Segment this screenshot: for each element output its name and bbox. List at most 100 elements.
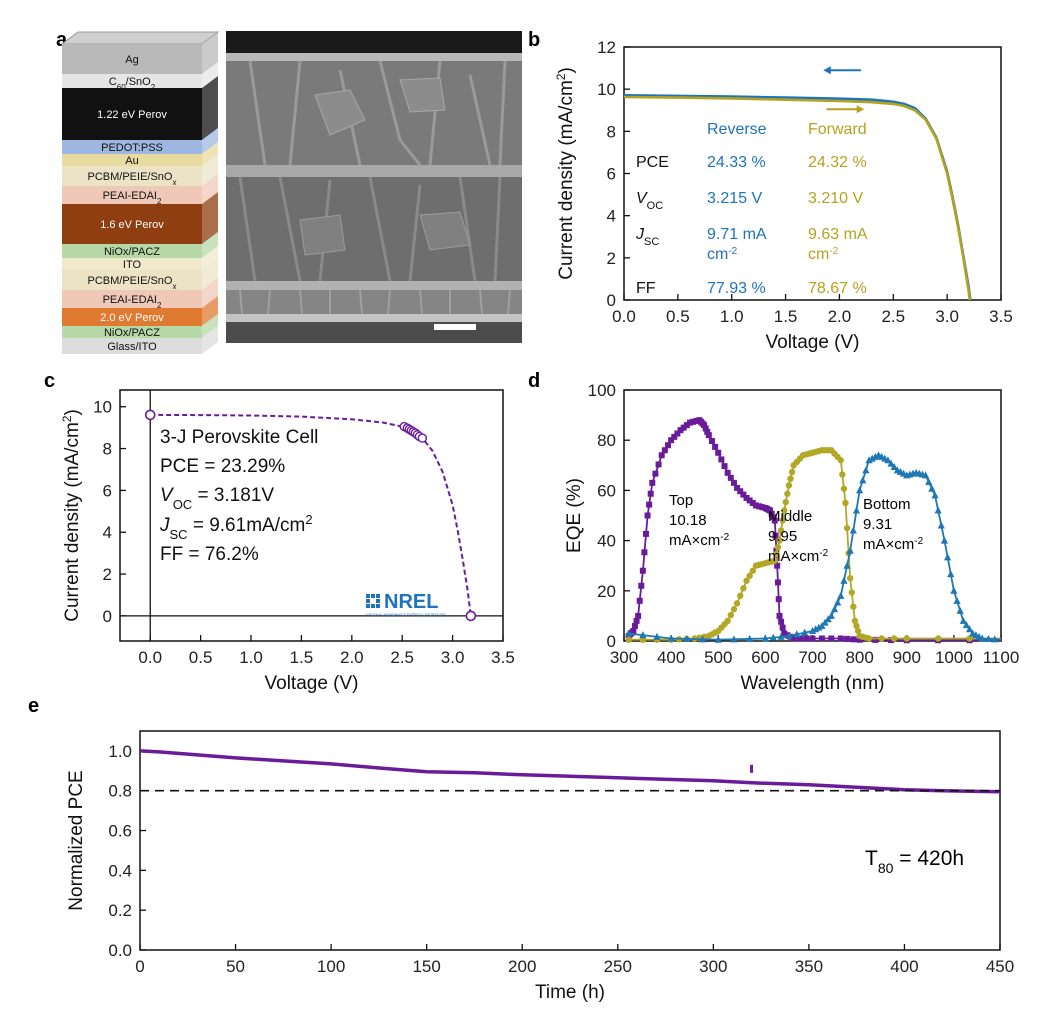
top-eqe-marker xyxy=(631,622,638,629)
bottom-eqe-marker xyxy=(890,462,898,470)
top-eqe-marker xyxy=(677,427,684,434)
stack-layer-label: NiOx/PACZ xyxy=(104,327,160,339)
bottom-eqe-marker xyxy=(953,596,961,604)
table-reverse-value: 24.33 % xyxy=(707,154,766,171)
stability-line xyxy=(139,749,1001,794)
bottom-eqe-marker xyxy=(840,576,848,584)
pce-label: PCE = 23.29% xyxy=(160,456,285,477)
x-tick-label: 3.0 xyxy=(935,307,959,326)
stack-layer-label: Glass/ITO xyxy=(107,341,157,353)
panel-letter-c: c xyxy=(44,370,55,392)
x-tick-label: 700 xyxy=(798,648,826,667)
middle-eqe-marker xyxy=(782,498,789,506)
top-eqe-marker xyxy=(752,502,759,509)
bottom-eqe-marker xyxy=(856,486,864,494)
y-axis-label: Normalized PCE xyxy=(66,770,87,910)
top-eqe-marker xyxy=(778,618,785,625)
x-tick-label: 3.5 xyxy=(989,307,1013,326)
stack-layer-label: PEAI-EDAI2 xyxy=(103,294,162,310)
x-tick-label: 2.0 xyxy=(340,648,364,667)
bottom-eqe-marker xyxy=(852,506,861,514)
stack-layer-front xyxy=(62,244,202,258)
x-tick-label: 600 xyxy=(751,648,779,667)
panel-c-certified-jv-chart: 0.0 0.5 1.0 1.5 2.0 2.5 3.0 3.5 0 2 4 6 8 10 Voltage (… xyxy=(60,389,515,694)
y-tick-label: 0.6 xyxy=(108,822,132,841)
x-tick-label: 300 xyxy=(610,648,638,667)
ff-label: FF = 76.2% xyxy=(160,544,259,565)
top-eqe-marker xyxy=(636,597,643,604)
panel-letter-b: b xyxy=(528,29,540,51)
top-eqe-marker xyxy=(646,501,653,508)
stack-layer-side xyxy=(202,174,218,204)
top-eqe-marker xyxy=(658,452,665,459)
top-eqe-marker xyxy=(633,617,640,624)
middle-eqe-marker xyxy=(865,635,873,642)
stack-layer-front xyxy=(62,166,202,186)
top-eqe-marker xyxy=(712,443,719,450)
stack-layer-front xyxy=(62,204,202,244)
stack-layer-side xyxy=(202,142,218,166)
stack-layer-label: 2.0 eV Perov xyxy=(100,312,164,324)
stack-layer-label: NiOx/PACZ xyxy=(104,246,160,258)
top-eqe-marker xyxy=(668,437,675,444)
middle-label-unit: mA×cm-2 xyxy=(768,548,829,566)
y-tick-label: 6 xyxy=(607,165,616,184)
panel-letter-d: d xyxy=(528,370,540,392)
stack-layer-front xyxy=(62,154,202,166)
y-tick-label: 10 xyxy=(93,398,112,417)
stack-layer-side xyxy=(202,192,218,244)
top-eqe-marker xyxy=(771,517,778,524)
stack-layer-side xyxy=(202,62,218,88)
x-tick-label: 300 xyxy=(699,957,727,976)
stack-layer-label: 1.22 eV Perov xyxy=(97,109,167,121)
y-axis-label: Current density (mA/cm2) xyxy=(554,67,577,280)
nrel-logo-tagline: NATIONAL RENEWABLE ENERGY LABORATORY xyxy=(366,613,447,617)
nrel-logo-icon xyxy=(366,604,370,608)
panel-d-eqe-chart: 300 400 500 600 700 800 900 1000 1100 0 20 40 60 80 10… xyxy=(564,381,1019,694)
stack-layer-front xyxy=(62,88,202,140)
plot-frame xyxy=(139,730,1001,951)
x-tick-label: 400 xyxy=(890,957,918,976)
x-tick-label: 800 xyxy=(845,648,873,667)
x-tick-label: 400 xyxy=(657,648,685,667)
bottom-eqe-marker xyxy=(931,491,939,499)
x-tick-label: 2.5 xyxy=(390,648,414,667)
forward-arrow-head xyxy=(856,105,865,114)
top-eqe-marker xyxy=(639,567,646,574)
middle-eqe-marker xyxy=(785,482,793,489)
y-tick-label: 1.0 xyxy=(108,742,132,761)
y-tick-label: 0.4 xyxy=(108,861,132,880)
stack-layer-label: Ag xyxy=(125,54,138,66)
y-tick-label: 10 xyxy=(597,80,616,99)
mpp-point xyxy=(417,433,428,443)
stack-layer-side xyxy=(202,258,218,290)
top-eqe-marker xyxy=(749,499,756,506)
top-eqe-marker xyxy=(680,424,687,431)
nrel-logo-icon xyxy=(366,599,370,603)
bottom-eqe-marker xyxy=(978,634,986,642)
middle-eqe-marker xyxy=(774,544,782,551)
x-tick-label: 0.0 xyxy=(138,648,162,667)
voc-point xyxy=(465,610,477,622)
top-eqe-marker xyxy=(803,635,810,642)
outlier-point xyxy=(750,764,754,773)
bottom-eqe-marker xyxy=(928,484,936,492)
reverse-jv-line xyxy=(623,94,972,301)
middle-label-name: Middle xyxy=(768,508,812,525)
stack-layer-side xyxy=(202,76,218,140)
bottom-eqe-marker xyxy=(827,611,835,619)
bottom-eqe-marker xyxy=(785,631,793,639)
y-tick-label: 2 xyxy=(103,565,112,584)
stack-layer-side xyxy=(202,314,218,338)
nrel-logo-icon xyxy=(371,594,375,598)
stack-layer-front xyxy=(62,44,202,74)
top-eqe-marker xyxy=(724,469,731,476)
top-eqe-marker xyxy=(644,512,651,519)
stack-layer-label: 1.6 eV Perov xyxy=(100,219,164,231)
middle-eqe-marker xyxy=(784,490,791,497)
jsc-label: JSC = 9.61mA/cm2 xyxy=(159,512,313,542)
bottom-eqe-marker xyxy=(991,635,999,643)
table-reverse-value: 77.93 % xyxy=(707,280,766,297)
x-axis-label: Time (h) xyxy=(535,982,605,1003)
y-tick-label: 0 xyxy=(607,291,616,310)
